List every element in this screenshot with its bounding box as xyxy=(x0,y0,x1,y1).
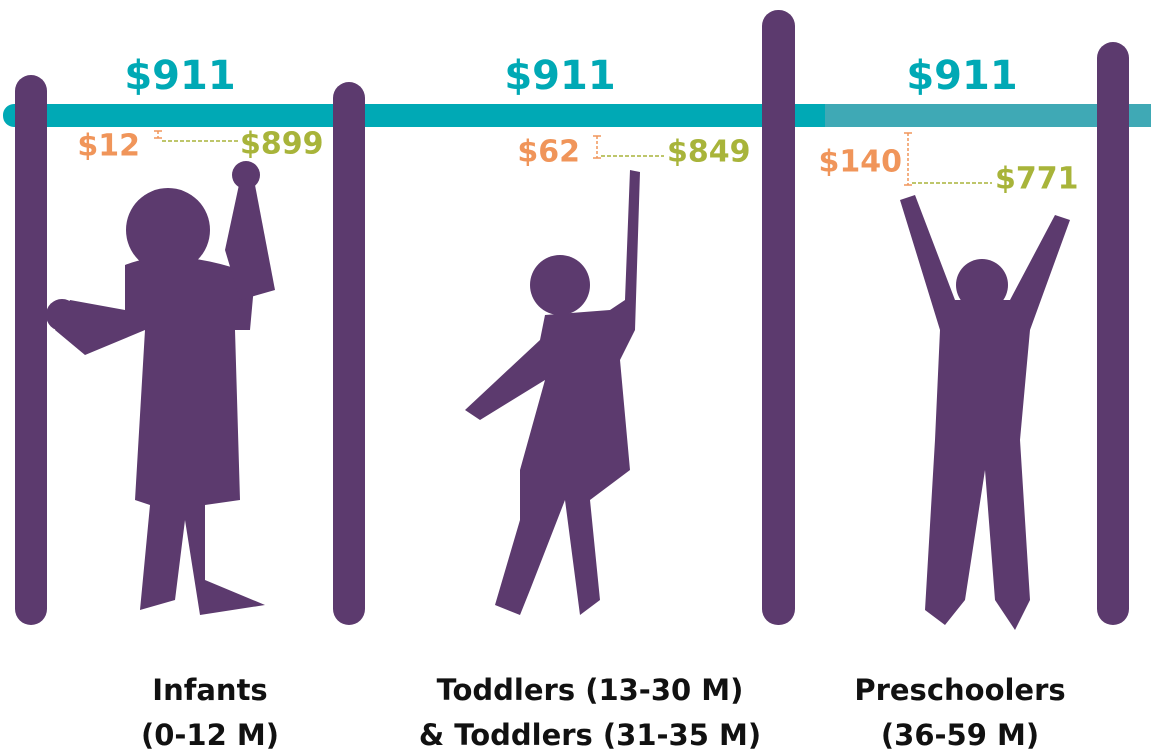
toddler-silhouette xyxy=(465,170,640,615)
post xyxy=(762,10,795,625)
reach-label: $849 xyxy=(667,135,751,170)
gap-label: $140 xyxy=(819,145,903,180)
bar xyxy=(3,104,1151,127)
infant-silhouette xyxy=(46,161,275,615)
category-label: (0-12 M) xyxy=(141,718,279,752)
total-label: $911 xyxy=(504,53,615,99)
bar-teal xyxy=(3,104,838,127)
preschooler-silhouette xyxy=(900,195,1070,630)
category-label: Infants xyxy=(152,673,267,707)
gap-label: $12 xyxy=(77,129,140,164)
infographic: $911 $12 $899 Infants (0-12 M) $911 $62 $849 Tod… xyxy=(0,0,1151,755)
post xyxy=(1097,42,1129,625)
post xyxy=(333,82,365,625)
gap-label: $62 xyxy=(517,135,580,170)
post xyxy=(15,75,47,625)
category-label: Preschoolers xyxy=(854,673,1065,707)
category-label: Toddlers (13-30 M) xyxy=(437,673,744,707)
category-label: (36-59 M) xyxy=(881,718,1039,752)
reach-label: $771 xyxy=(995,162,1079,197)
reach-label: $899 xyxy=(240,127,324,162)
kids xyxy=(46,161,1070,630)
total-label: $911 xyxy=(906,53,1017,99)
total-label: $911 xyxy=(124,53,235,99)
category-label: & Toddlers (31-35 M) xyxy=(419,718,761,752)
